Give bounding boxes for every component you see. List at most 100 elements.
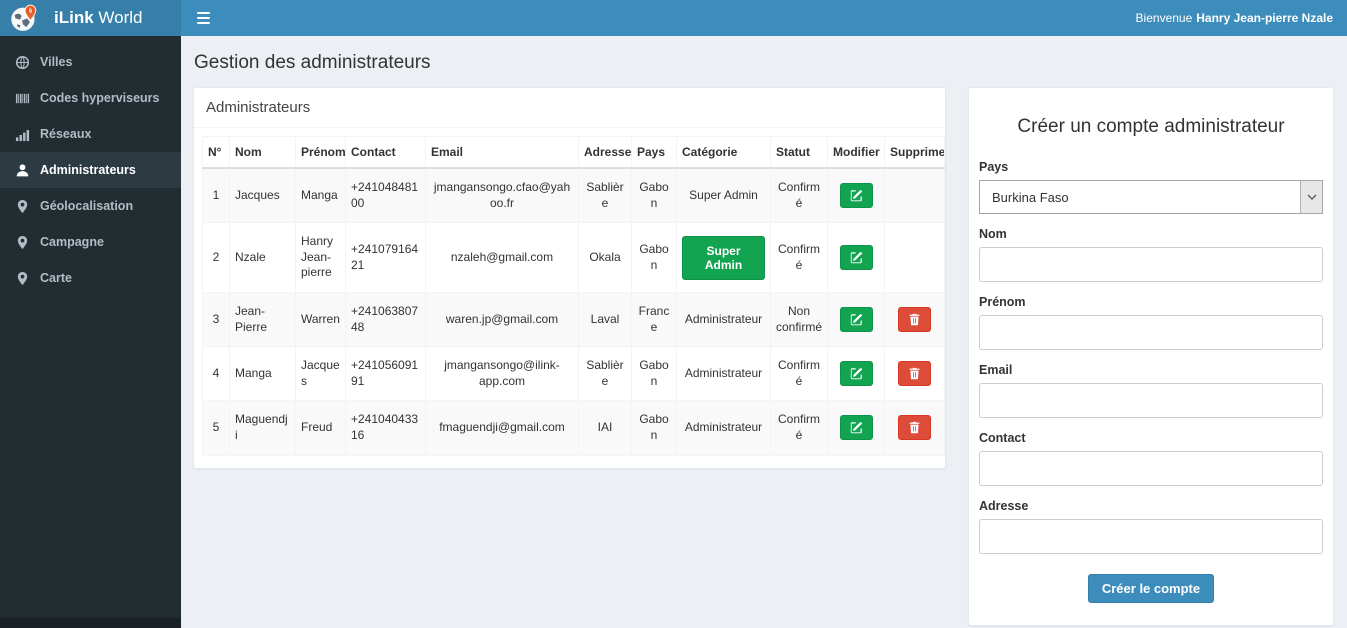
- cell-supprimer: [884, 346, 945, 402]
- cell-email: jmangansongo.cfao@yahoo.fr: [425, 167, 579, 224]
- cell-supprimer: [884, 400, 945, 456]
- app-title: iLink World: [54, 8, 143, 27]
- sidebar-item-label: Campagne: [40, 235, 104, 249]
- cell-email: nzaleh@gmail.com: [425, 222, 579, 293]
- cell-adresse: Okala: [578, 222, 632, 293]
- cell-nom: Manga: [229, 346, 296, 402]
- sidebar-item-label: Réseaux: [40, 127, 92, 141]
- form-title: Créer un compte administrateur: [1017, 116, 1285, 137]
- sidebar-item-label: Administrateurs: [40, 163, 136, 177]
- form-group-adresse: Adresse: [979, 499, 1323, 554]
- cell-statut: Confirmé: [770, 167, 828, 224]
- sidebar-item-codes-hyperviseurs[interactable]: Codes hyperviseurs: [0, 80, 181, 116]
- signal-bars-icon: [14, 126, 31, 142]
- form-group-nom: Nom: [979, 227, 1323, 282]
- cell-nom: Jean-Pierre: [229, 291, 296, 348]
- sidebar-item-villes[interactable]: Villes: [0, 44, 181, 80]
- user-name: Hanry Jean-pierre Nzale: [1196, 11, 1333, 25]
- hamburger-icon[interactable]: [195, 8, 212, 29]
- cell-nom: Jacques: [229, 167, 296, 224]
- field-label-pays: Pays: [979, 160, 1009, 174]
- cell-supprimer: [884, 291, 945, 348]
- nom-field[interactable]: [979, 247, 1323, 282]
- cell-adresse: Laval: [578, 291, 632, 348]
- edit-button[interactable]: [839, 415, 873, 441]
- cell-modifier: [827, 400, 885, 456]
- sidebar-item-geolocalisation[interactable]: Géolocalisation: [0, 188, 181, 224]
- pays-select-wrap: Burkina Faso: [979, 180, 1323, 214]
- cell-statut: Confirmé: [770, 222, 828, 293]
- sidebar-item-campagne[interactable]: Campagne: [0, 224, 181, 260]
- table-row: 1 Jacques Manga +24104848100 jmangansongo.cf…: [202, 167, 945, 224]
- cell-categorie: Administrateur: [676, 291, 771, 348]
- create-admin-form-fields: Pays Burkina Faso Nom Prénom Email Contact Adr…: [979, 160, 1323, 554]
- column-header-email: Email: [425, 136, 579, 169]
- edit-button[interactable]: [839, 307, 873, 333]
- cell-pays: Gabon: [631, 167, 677, 224]
- prenom-field[interactable]: [979, 315, 1323, 350]
- cell-nom: Maguendji: [229, 400, 296, 456]
- sidebar-item-carte[interactable]: Carte: [0, 260, 181, 296]
- main-content: Gestion des administrateurs Administrate…: [181, 36, 1347, 628]
- cell-prenom: Hanry Jean-pierre: [295, 222, 346, 293]
- categorie-badge-button[interactable]: Super Admin: [682, 235, 765, 280]
- sidebar-item-administrateurs[interactable]: Administrateurs: [0, 152, 181, 188]
- sidebar: Villes Codes hyperviseurs Réseaux Administr…: [0, 36, 181, 628]
- field-label-email: Email: [979, 363, 1013, 377]
- column-header-pays: Pays: [631, 136, 677, 169]
- field-label-contact: Contact: [979, 431, 1026, 445]
- pays-select[interactable]: Burkina Faso: [979, 180, 1323, 214]
- field-label-nom: Nom: [979, 227, 1007, 241]
- column-header-adresse: Adresse: [578, 136, 632, 169]
- cell-email: jmangansongo@ilink-app.com: [425, 346, 579, 402]
- administrators-table: N° Nom Prénom Contact Email Adresse Pays Catégo…: [202, 136, 945, 456]
- column-header-modifier: Modifier: [827, 136, 885, 169]
- delete-button[interactable]: [898, 361, 931, 387]
- app-logo-icon: $: [10, 3, 40, 33]
- barcode-icon: [14, 90, 31, 106]
- cell-contact: +24104848100: [345, 167, 426, 224]
- column-header-statut: Statut: [770, 136, 828, 169]
- edit-button[interactable]: [839, 183, 873, 209]
- contact-field[interactable]: [979, 451, 1323, 486]
- sidebar-menu: Villes Codes hyperviseurs Réseaux Administr…: [0, 36, 181, 296]
- edit-button[interactable]: [839, 361, 873, 387]
- cell-modifier: [827, 346, 885, 402]
- cell-adresse: Sablière: [578, 346, 632, 402]
- adresse-field[interactable]: [979, 519, 1323, 554]
- edit-button[interactable]: [839, 245, 873, 271]
- column-header-nom: Nom: [229, 136, 296, 169]
- cell-contact: +24106380748: [345, 291, 426, 348]
- create-account-button[interactable]: Créer le compte: [1087, 574, 1215, 603]
- cell-contact: +24104043316: [345, 400, 426, 456]
- cell-statut: Confirmé: [770, 400, 828, 456]
- navbar: Bienvenue Hanry Jean-pierre Nzale: [181, 0, 1347, 36]
- table-row: 3 Jean-Pierre Warren +24106380748 waren.jp@g…: [202, 291, 945, 348]
- cell-adresse: IAI: [578, 400, 632, 456]
- cell-pays: Gabon: [631, 400, 677, 456]
- cell-contact: +24105609191: [345, 346, 426, 402]
- form-group-contact: Contact: [979, 431, 1323, 486]
- delete-button[interactable]: [898, 307, 931, 333]
- welcome-text: Bienvenue Hanry Jean-pierre Nzale: [1135, 11, 1333, 25]
- cell-num: 5: [202, 400, 230, 456]
- email-field[interactable]: [979, 383, 1323, 418]
- form-group-pays: Pays Burkina Faso: [979, 160, 1323, 214]
- map-marker-icon: [14, 198, 31, 214]
- delete-button[interactable]: [898, 415, 931, 441]
- cell-prenom: Manga: [295, 167, 346, 224]
- sidebar-item-reseaux[interactable]: Réseaux: [0, 116, 181, 152]
- cell-categorie: Administrateur: [676, 346, 771, 402]
- administrators-panel: Administrateurs N° Nom Prénom Contact Email A…: [193, 87, 946, 469]
- column-header-contact: Contact: [345, 136, 426, 169]
- create-admin-panel: Créer un compte administrateur Pays Burki…: [968, 87, 1334, 626]
- cell-adresse: Sablière: [578, 167, 632, 224]
- cell-categorie: Super Admin: [676, 167, 771, 224]
- column-header-prenom: Prénom: [295, 136, 346, 169]
- form-group-email: Email: [979, 363, 1323, 418]
- form-group-prenom: Prénom: [979, 295, 1323, 350]
- field-label-adresse: Adresse: [979, 499, 1029, 513]
- cell-prenom: Warren: [295, 291, 346, 348]
- cell-prenom: Freud: [295, 400, 346, 456]
- table-row: 2 Nzale Hanry Jean-pierre +24107916421 nzale…: [202, 222, 945, 293]
